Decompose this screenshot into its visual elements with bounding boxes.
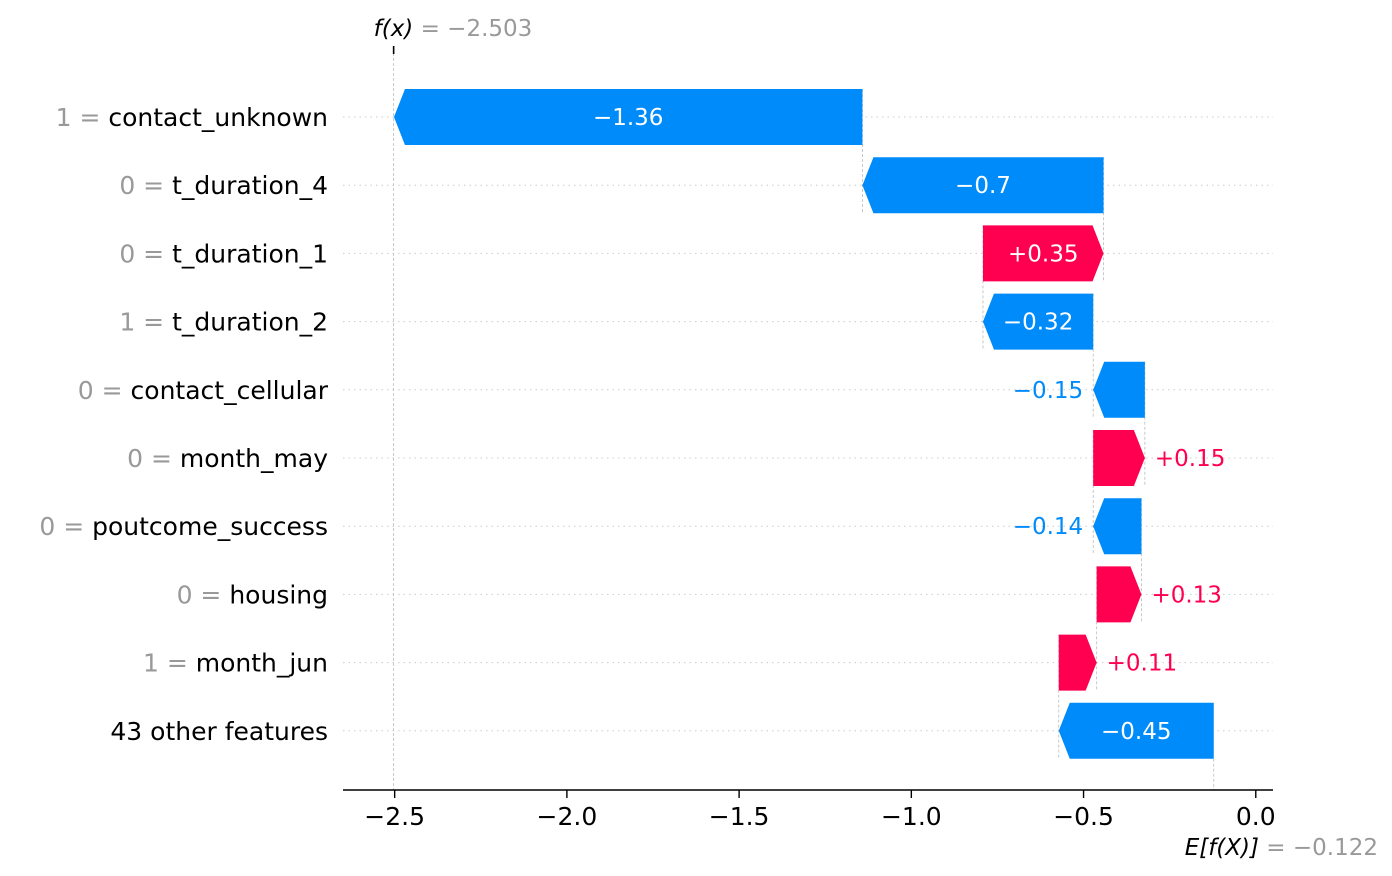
feature-name: t_duration_2 xyxy=(172,308,328,337)
feature-name: 43 other features xyxy=(110,717,328,746)
feature-label: 0 = housing xyxy=(177,580,328,609)
feature-label: 0 = poutcome_success xyxy=(39,512,328,541)
bar-month_may xyxy=(1093,430,1145,486)
bar-contact_unknown xyxy=(393,89,863,145)
bar-value-label: −0.7 xyxy=(955,173,1011,199)
bar-43-other-features xyxy=(1058,702,1214,759)
feature-label: 0 = month_may xyxy=(127,444,328,473)
bar-t_duration_1 xyxy=(982,225,1104,282)
x-tick-label: −2.0 xyxy=(537,802,598,831)
annotations: f(x) = −2.503 E[f(X)] = −0.122 xyxy=(374,16,1378,861)
x-tick-label: −1.5 xyxy=(709,802,770,831)
feature-value: 0 = xyxy=(78,376,131,405)
bar-value-label: −1.36 xyxy=(593,105,663,131)
feature-value: 0 = xyxy=(127,444,180,473)
bar-value-label: −0.45 xyxy=(1101,719,1171,745)
bar-contact_cellular xyxy=(1093,361,1145,418)
fx-value: = −2.503 xyxy=(413,16,532,42)
bar-value-label: −0.32 xyxy=(1003,310,1073,336)
feature-name: contact_cellular xyxy=(131,376,329,405)
bar-month_jun xyxy=(1058,634,1097,691)
bars: −1.36 −0.7 +0.35 −0.32 −0.15 +0.15 −0.14 +0.13 +… xyxy=(393,89,1225,759)
x-axis: −2.5 −2.0 −1.5 −1.0 −0.5 0.0 xyxy=(343,789,1276,831)
bar-value-label: +0.35 xyxy=(1008,241,1078,267)
feature-name: contact_unknown xyxy=(108,103,328,132)
x-tick-label: 0.0 xyxy=(1236,802,1276,831)
bar-poutcome_success xyxy=(1093,498,1142,555)
base-value-annotation: E[f(X)] = −0.122 xyxy=(1185,835,1378,861)
feature-label: 0 = t_duration_1 xyxy=(119,239,328,268)
bar-value-label: +0.15 xyxy=(1155,446,1225,472)
feature-name: housing xyxy=(229,580,328,609)
feature-name: month_jun xyxy=(196,649,328,678)
base-value-label: E[f(X)] xyxy=(1185,835,1259,861)
feature-value: 0 = xyxy=(119,171,172,200)
feature-value: 0 = xyxy=(119,239,172,268)
feature-label: 43 other features xyxy=(110,717,328,746)
feature-label: 1 = contact_unknown xyxy=(56,103,328,132)
feature-name: month_may xyxy=(180,444,328,473)
bar-value-label: +0.13 xyxy=(1151,582,1221,608)
bar-housing xyxy=(1096,566,1142,623)
bar-value-label: −0.14 xyxy=(1013,514,1083,540)
x-tick-label: −1.0 xyxy=(881,802,942,831)
feature-name: t_duration_4 xyxy=(172,171,328,200)
feature-label: 0 = t_duration_4 xyxy=(119,171,328,200)
feature-label: 0 = contact_cellular xyxy=(78,376,329,405)
bar-t_duration_2 xyxy=(982,293,1094,350)
feature-label: 1 = month_jun xyxy=(143,649,328,678)
fx-annotation: f(x) = −2.503 xyxy=(374,16,533,42)
feature-value: 1 = xyxy=(119,308,172,337)
feature-name: poutcome_success xyxy=(92,512,328,541)
feature-value: 1 = xyxy=(56,103,109,132)
x-tick-label: −2.5 xyxy=(364,802,425,831)
bar-value-label: +0.11 xyxy=(1107,651,1177,677)
feature-value: 0 = xyxy=(39,512,92,541)
base-value: = −0.122 xyxy=(1259,835,1378,861)
bar-value-label: −0.15 xyxy=(1013,378,1083,404)
x-tick-label: −0.5 xyxy=(1053,802,1114,831)
row-gridlines xyxy=(343,116,1273,732)
bar-t_duration_4 xyxy=(862,157,1104,214)
feature-label: 1 = t_duration_2 xyxy=(119,308,328,337)
feature-name: t_duration_1 xyxy=(172,239,328,268)
fx-label: f(x) xyxy=(374,16,414,42)
feature-value: 0 = xyxy=(177,580,230,609)
feature-value: 1 = xyxy=(143,649,196,678)
